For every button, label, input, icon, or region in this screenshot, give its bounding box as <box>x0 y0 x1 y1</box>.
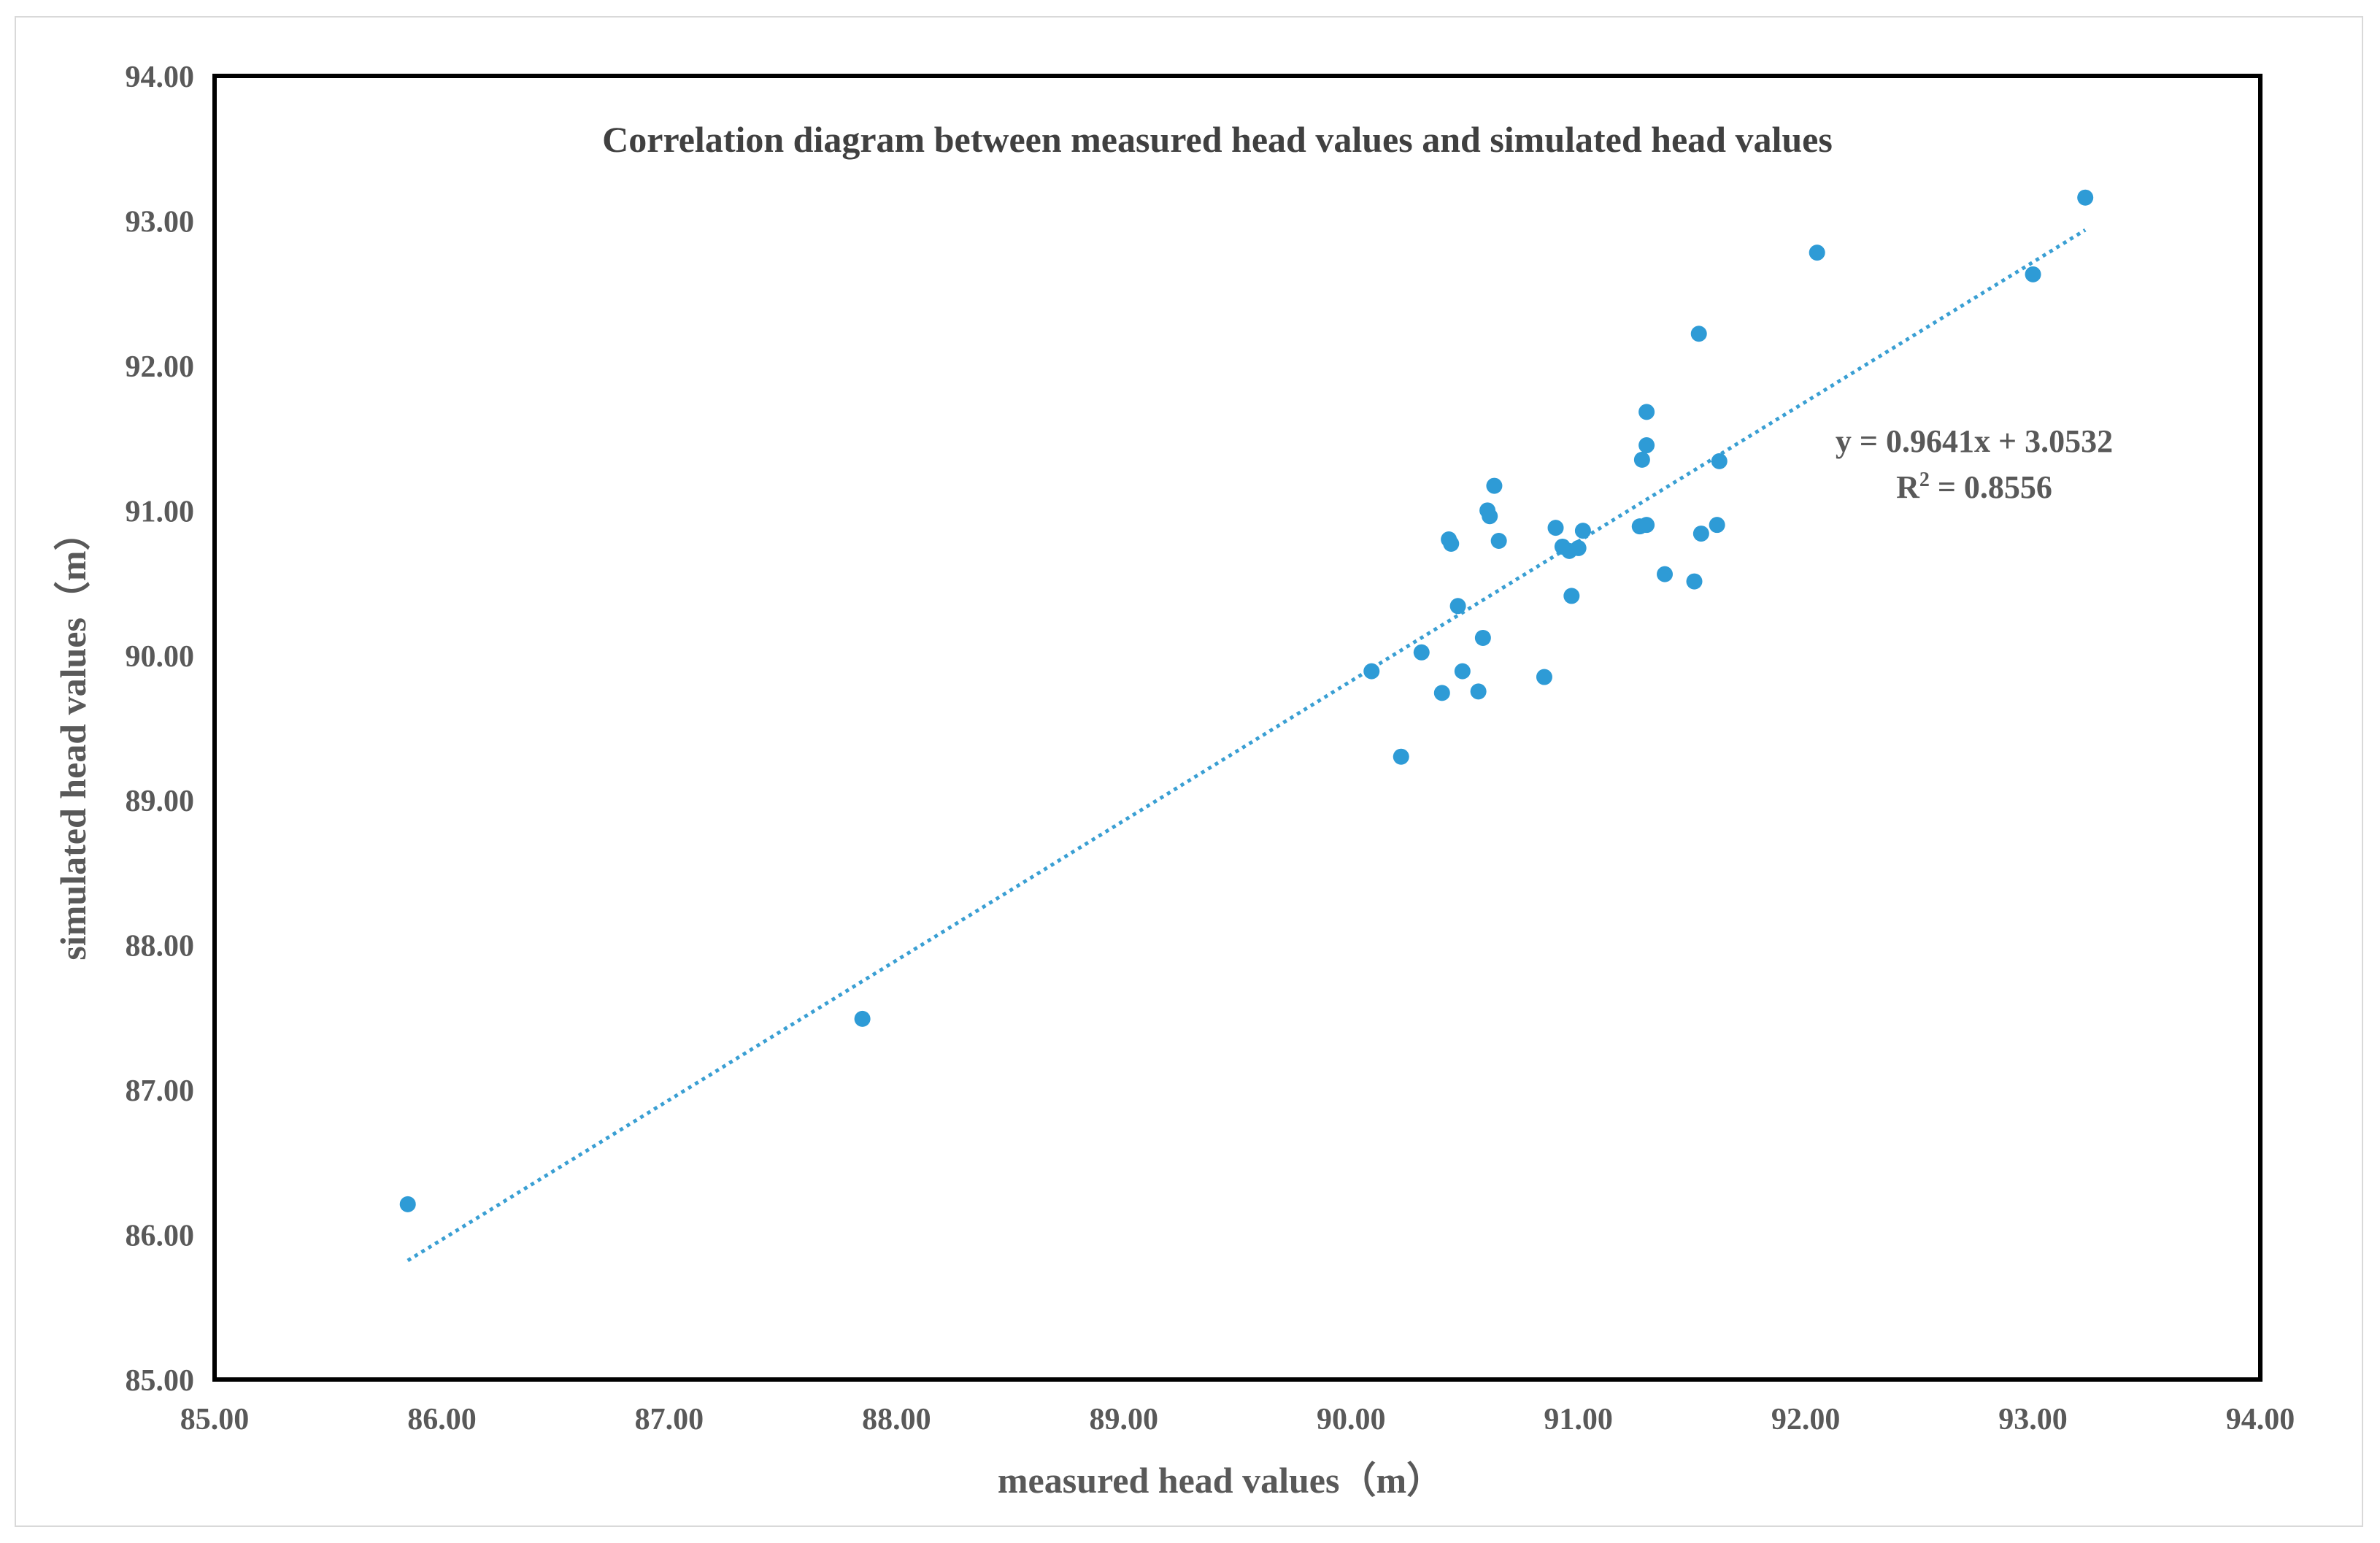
data-point <box>1474 629 1491 646</box>
data-point <box>1536 669 1552 685</box>
data-point <box>1809 245 1825 261</box>
x-tick-label: 93.00 <box>1998 1403 2068 1436</box>
data-point <box>1393 748 1409 765</box>
data-point <box>1482 508 1498 525</box>
x-tick-label: 90.00 <box>1317 1403 1386 1436</box>
y-tick-label: 87.00 <box>126 1074 195 1108</box>
y-tick-label: 85.00 <box>126 1364 195 1398</box>
data-point <box>1574 523 1591 539</box>
data-point <box>1490 533 1507 550</box>
plot-area <box>212 74 2262 1382</box>
x-tick-label: 87.00 <box>635 1403 704 1436</box>
x-axis-title: measured head values（m） <box>998 1460 1443 1501</box>
data-point <box>1657 566 1674 582</box>
data-point <box>1638 517 1655 534</box>
data-point <box>1563 588 1580 604</box>
x-tick-label: 85.00 <box>180 1403 250 1436</box>
data-point <box>854 1010 871 1027</box>
x-tick-label: 94.00 <box>2226 1403 2295 1436</box>
data-point <box>1547 520 1564 536</box>
data-point <box>1363 663 1380 680</box>
r2-value: = 0.8556 <box>1930 469 2052 505</box>
data-point <box>1690 326 1707 342</box>
r2-prefix: R <box>1896 469 1920 505</box>
y-tick-label: 91.00 <box>126 495 195 528</box>
y-tick-label: 88.00 <box>126 930 195 963</box>
data-point <box>1692 526 1709 542</box>
y-tick-label: 90.00 <box>126 640 195 674</box>
r2-superscript: 2 <box>1919 469 1930 491</box>
y-tick-label: 89.00 <box>126 785 195 818</box>
data-point <box>1454 663 1471 680</box>
data-point <box>1638 404 1655 420</box>
y-tick-label: 93.00 <box>126 205 195 239</box>
x-tick-label: 91.00 <box>1544 1403 1613 1436</box>
trendline-equation: y = 0.9641x + 3.0532 <box>1836 423 2113 459</box>
chart-title: Correlation diagram between measured hea… <box>602 119 1833 160</box>
data-point <box>1486 477 1503 494</box>
data-point <box>1570 539 1587 556</box>
data-point <box>1686 573 1703 590</box>
data-point <box>1449 598 1466 615</box>
data-point <box>2077 189 2094 206</box>
data-point <box>1638 437 1655 454</box>
data-point <box>1709 517 1725 534</box>
x-tick-label: 92.00 <box>1771 1403 1841 1436</box>
y-axis-title: simulated head values（m） <box>53 514 93 960</box>
x-tick-label: 88.00 <box>862 1403 931 1436</box>
data-point <box>1633 451 1650 468</box>
x-tick-label: 86.00 <box>407 1403 477 1436</box>
trendline-r2: R2 = 0.8556 <box>1896 469 2052 505</box>
y-tick-label: 86.00 <box>126 1220 195 1253</box>
data-points <box>399 189 2094 1212</box>
data-point <box>1470 683 1487 700</box>
data-point <box>1433 685 1450 701</box>
x-axis-ticks: 85.00 86.00 87.00 88.00 89.00 90.00 91.00 92.00… <box>180 1403 2295 1436</box>
x-tick-label: 89.00 <box>1090 1403 1159 1436</box>
data-point <box>1443 535 1460 552</box>
data-point <box>399 1196 416 1212</box>
y-axis-ticks: 85.00 86.00 87.00 88.00 89.00 90.00 91.00 92.00… <box>126 61 195 1398</box>
data-point <box>1413 644 1430 661</box>
data-point <box>2025 266 2041 282</box>
y-tick-label: 92.00 <box>126 350 195 384</box>
trendline <box>407 228 2087 1263</box>
y-tick-label: 94.00 <box>126 61 195 94</box>
data-point <box>1711 453 1728 469</box>
